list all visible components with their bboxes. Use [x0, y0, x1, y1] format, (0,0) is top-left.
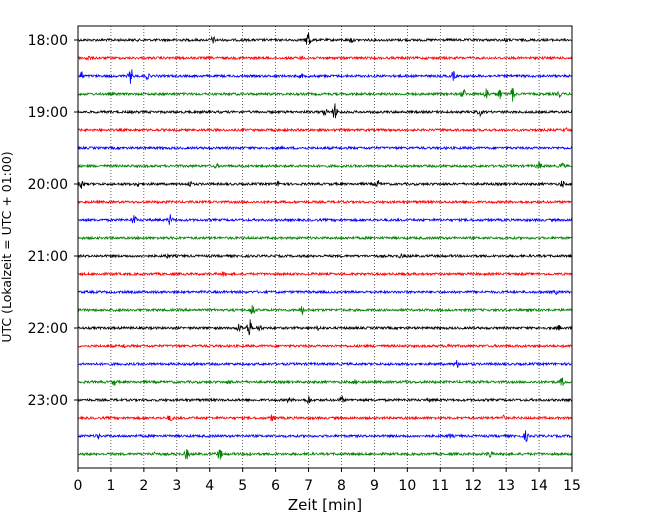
x-tick-label: 7	[304, 478, 313, 494]
x-tick-label: 15	[563, 478, 581, 494]
y-tick-label: 23:00	[28, 393, 68, 409]
x-tick-label: 4	[205, 478, 214, 494]
x-tick-label: 12	[464, 478, 482, 494]
trace-2130	[77, 289, 573, 295]
trace-2200	[77, 319, 573, 336]
trace-1930	[77, 145, 573, 151]
trace-2045	[77, 235, 573, 241]
trace-1945	[77, 160, 573, 169]
trace-1830	[77, 69, 573, 84]
trace-1900	[77, 103, 573, 119]
trace-2230	[77, 360, 573, 368]
trace-2015	[77, 199, 573, 205]
x-tick-label: 0	[74, 478, 83, 494]
y-tick-label: 19:00	[28, 105, 68, 121]
y-tick-label: 20:00	[28, 177, 68, 193]
x-tick-label: 10	[398, 478, 416, 494]
x-tick-label: 1	[106, 478, 115, 494]
trace-1915	[77, 127, 573, 133]
y-tick-label: 18:00	[28, 33, 68, 49]
x-tick-label: 3	[172, 478, 181, 494]
trace-2345	[77, 449, 573, 460]
x-tick-label: 8	[337, 478, 346, 494]
y-axis-ticks: 18:00 19:00 20:00 21:00 22:00 23:00	[28, 33, 78, 409]
trace-2315	[77, 414, 573, 422]
x-tick-label: 13	[497, 478, 515, 494]
trace-2300	[77, 395, 573, 404]
plot-frame	[77, 25, 573, 469]
x-tick-label: 2	[139, 478, 148, 494]
x-axis-label: Zeit [min]	[288, 496, 362, 514]
trace-2100	[77, 253, 573, 259]
trace-2215	[77, 343, 573, 349]
trace-2145	[77, 304, 573, 315]
x-tick-label: 5	[238, 478, 247, 494]
y-tick-label: 22:00	[28, 321, 68, 337]
x-tick-label: 11	[431, 478, 449, 494]
y-tick-label: 21:00	[28, 249, 68, 265]
trace-2330	[77, 430, 573, 443]
y-axis-label: UTC (Lokalzeit = UTC + 01:00)	[0, 151, 14, 342]
trace-1800	[77, 32, 573, 45]
x-axis-ticks: 0 1 2 3 4 5 6 7 8 9 10 11 12 13 14 15	[74, 468, 581, 494]
trace-1845	[77, 88, 573, 102]
x-tick-label: 14	[530, 478, 548, 494]
trace-lines	[77, 32, 573, 460]
x-tick-label: 6	[271, 478, 280, 494]
trace-2000	[77, 180, 573, 189]
trace-1815	[77, 55, 573, 62]
trace-2245	[77, 377, 573, 386]
trace-2115	[77, 271, 573, 277]
trace-2030	[77, 214, 573, 225]
x-tick-label: 9	[370, 478, 379, 494]
